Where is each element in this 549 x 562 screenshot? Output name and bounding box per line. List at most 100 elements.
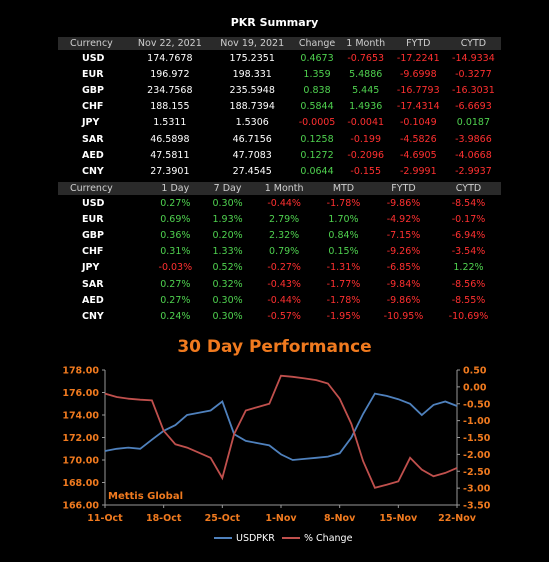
table-cell: 27.3901 xyxy=(150,165,190,177)
table-cell: 46.7156 xyxy=(232,133,272,145)
table-row: GBP 0.36% 0.20% 2.32% 0.84% -7.15% -6.94% xyxy=(58,227,501,243)
table-cell: 1.5306 xyxy=(235,117,269,129)
table-cell: 0.5844 xyxy=(300,101,334,113)
currency-code: CHF xyxy=(82,246,104,258)
table-cell: 0.0187 xyxy=(456,117,491,129)
table-cell: -0.0005 xyxy=(298,117,336,129)
table-cell: 0.27% xyxy=(160,278,191,290)
x-tick-label: 11-Oct xyxy=(87,513,123,524)
table-cell: 47.5811 xyxy=(150,149,190,161)
table-cell: 1.5311 xyxy=(153,117,187,129)
x-tick-label: 8-Nov xyxy=(324,513,356,524)
table-cell: -16.3031 xyxy=(452,84,495,96)
y-right-tick-label: -2.50 xyxy=(463,467,491,478)
x-tick-label: 15-Nov xyxy=(379,513,418,524)
table-cell: 0.0644 xyxy=(300,165,334,177)
table-cell: 46.5898 xyxy=(150,133,190,145)
table-row: CHF 0.31% 1.33% 0.79% 0.15% -9.26% -3.54% xyxy=(58,244,501,260)
table-cell: -17.4314 xyxy=(396,101,440,113)
y-right-tick-label: -1.50 xyxy=(463,433,491,444)
table-row: AED 47.5811 47.7083 0.1272 -0.2096 -4.6905 -4.… xyxy=(58,147,501,163)
usdpkr-series-line xyxy=(104,392,458,461)
table-row: GBP 234.7568 235.5948 0.838 5.445 -16.7793 -16… xyxy=(58,82,501,98)
performance-header-2: 7 Day xyxy=(202,182,253,195)
table-cell: 174.7678 xyxy=(147,52,193,64)
table-cell: -9.6998 xyxy=(399,68,437,80)
x-tick-label: 1-Nov xyxy=(265,513,297,524)
table-cell: 0.838 xyxy=(303,84,331,96)
table-cell: -1.78% xyxy=(326,294,361,306)
table-cell: -3.54% xyxy=(451,246,486,258)
currency-code: JPY xyxy=(82,117,100,129)
table-cell: 2.79% xyxy=(269,213,300,225)
table-cell: -0.155 xyxy=(350,165,382,177)
table-cell: -0.0041 xyxy=(347,117,385,129)
table-cell: 175.2351 xyxy=(229,52,275,64)
table-cell: -0.17% xyxy=(451,213,486,225)
table-cell: -2.9991 xyxy=(399,165,437,177)
table-cell: 0.24% xyxy=(160,310,191,322)
performance-header-4: MTD xyxy=(315,182,372,195)
table-cell: -4.5826 xyxy=(399,133,437,145)
table-cell: -7.15% xyxy=(386,229,421,241)
table-cell: 1.22% xyxy=(453,262,484,274)
table-row: JPY -0.03% 0.52% -0.27% -1.31% -6.85% 1.22% xyxy=(58,260,501,276)
y-right-tick-label: -1.00 xyxy=(463,416,491,427)
table-cell: -10.69% xyxy=(448,310,489,322)
table-cell: -6.85% xyxy=(386,262,421,274)
y-right-tick-label: -0.50 xyxy=(463,399,491,410)
table-row: AED 0.27% 0.30% -0.44% -1.78% -9.86% -8.55% xyxy=(58,292,501,308)
currency-code: USD xyxy=(82,197,105,209)
y-left-tick-label: 170.00 xyxy=(62,456,99,467)
x-tick-label: 25-Oct xyxy=(205,513,241,524)
table-cell: 27.4545 xyxy=(232,165,272,177)
table-cell: 188.7394 xyxy=(229,101,275,113)
rates-table: Currency Nov 22, 2021 Nov 19, 2021 Change 1 … xyxy=(58,37,501,180)
table-cell: 1.70% xyxy=(328,213,359,225)
table-cell: -9.86% xyxy=(386,197,421,209)
x-tick-label: 22-Nov xyxy=(438,513,477,524)
table-cell: 0.31% xyxy=(160,246,191,258)
table-cell: -6.94% xyxy=(451,229,486,241)
table-row: EUR 0.69% 1.93% 2.79% 1.70% -4.92% -0.17% xyxy=(58,211,501,227)
rates-header-1: Nov 22, 2021 xyxy=(128,37,212,50)
table-cell: -8.56% xyxy=(451,278,486,290)
x-tick-label: 18-Oct xyxy=(146,513,182,524)
y-right-tick-label: 0.00 xyxy=(463,382,487,393)
table-cell: 0.1272 xyxy=(300,149,334,161)
table-cell: 0.30% xyxy=(212,197,243,209)
y-left-tick-label: 174.00 xyxy=(62,411,99,422)
y-right-tick-label: -2.00 xyxy=(463,450,491,461)
table-cell: 0.69% xyxy=(160,213,191,225)
table-cell: -17.2241 xyxy=(396,52,440,64)
table-cell: -0.7653 xyxy=(347,52,385,64)
currency-code: GBP xyxy=(82,229,105,241)
performance-table: Currency 1 Day 7 Day 1 Month MTD FYTD CYTD USD… xyxy=(58,182,501,325)
performance-header-row: Currency 1 Day 7 Day 1 Month MTD FYTD CYTD xyxy=(58,182,501,195)
table-cell: 198.331 xyxy=(232,68,272,80)
summary-title: PKR Summary xyxy=(230,16,319,29)
table-cell: 0.30% xyxy=(212,294,243,306)
y-left-tick-label: 176.00 xyxy=(62,388,99,399)
table-cell: -1.95% xyxy=(326,310,361,322)
table-cell: -9.84% xyxy=(386,278,421,290)
table-row: USD 174.7678 175.2351 0.4673 -0.7653 -17.2241… xyxy=(58,50,501,66)
legend-label: USDPKR xyxy=(236,533,275,544)
table-cell: -0.44% xyxy=(267,294,301,306)
performance-header-1: 1 Day xyxy=(147,182,203,195)
table-cell: -0.199 xyxy=(350,133,382,145)
performance-header-6: CYTD xyxy=(435,182,501,195)
table-cell: -3.9866 xyxy=(455,133,492,145)
rates-header-5: FYTD xyxy=(390,37,446,50)
performance-header-3: 1 Month xyxy=(252,182,316,195)
table-row: EUR 196.972 198.331 1.359 5.4886 -9.6998 -0.32… xyxy=(58,66,501,82)
currency-code: JPY xyxy=(82,262,100,274)
watermark-text: Mettis Global xyxy=(108,491,183,502)
table-cell: 0.84% xyxy=(328,229,359,241)
rates-header-6: CYTD xyxy=(445,37,501,50)
table-cell: -4.6905 xyxy=(399,149,437,161)
table-row: JPY 1.5311 1.5306 -0.0005 -0.0041 -0.1049 0.01… xyxy=(58,115,501,131)
table-cell: 0.4673 xyxy=(300,52,334,64)
rates-header-2: Nov 19, 2021 xyxy=(211,37,294,50)
